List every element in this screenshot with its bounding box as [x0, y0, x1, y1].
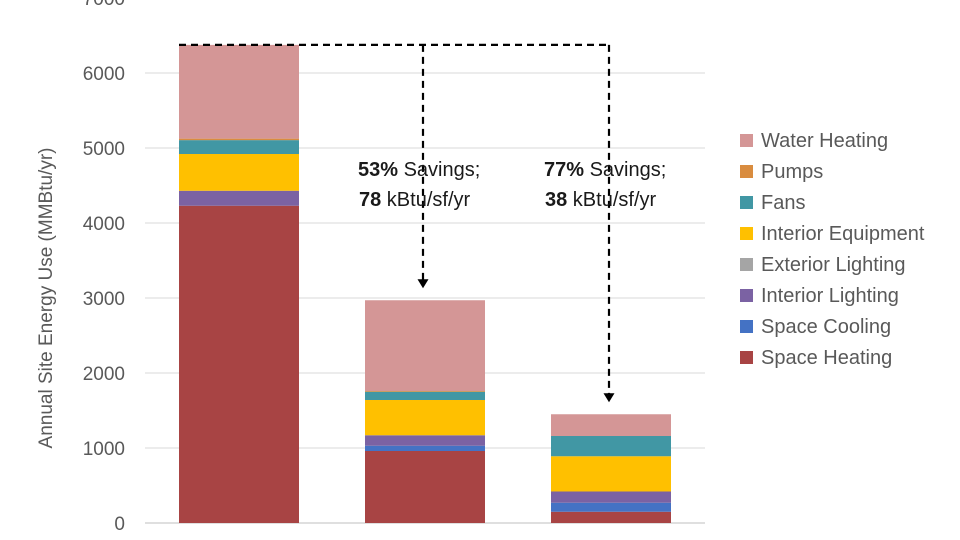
y-tick-label: 2000 [83, 364, 125, 385]
bar-segment-space-heating [179, 205, 299, 523]
legend-item-fans: Fans [740, 192, 805, 214]
legend-swatch [740, 134, 753, 147]
annotation-1-percent: 53% [358, 159, 398, 181]
legend-item-space-cooling: Space Cooling [740, 316, 891, 338]
legend-label: Space Cooling [761, 316, 891, 338]
bar-segment-fans [179, 140, 299, 154]
y-tick-label: 3000 [83, 289, 125, 310]
legend-swatch [740, 258, 753, 271]
legend-label: Interior Equipment [761, 223, 925, 245]
bar-segment-interior-lighting [551, 491, 671, 503]
y-axis-ticks: 0 1000 2000 3000 4000 5000 6000 7000 [83, 0, 125, 535]
legend-swatch [740, 227, 753, 240]
y-tick-label: 7000 [83, 0, 125, 10]
bar-segment-interior-equipment [551, 456, 671, 492]
bar-segment-water-heating [365, 300, 485, 391]
bar-segment-interior-equipment [365, 400, 485, 436]
legend-item-pumps: Pumps [740, 161, 823, 183]
legend-swatch [740, 351, 753, 364]
annotation-2-savings-text: Savings; [584, 159, 666, 181]
legend-item-exterior-lighting: Exterior Lighting [740, 254, 906, 276]
annotation-1-line-1: 53% Savings; [358, 159, 480, 181]
legend-label: Fans [761, 192, 805, 214]
bar-segment-pumps [365, 391, 485, 392]
legend-label: Water Heating [761, 130, 888, 152]
legend-item-space-heating: Space Heating [740, 347, 892, 369]
legend-item-interior-lighting: Interior Lighting [740, 285, 899, 307]
legend-item-interior-equipment: Interior Equipment [740, 223, 925, 245]
legend-label: Pumps [761, 161, 823, 183]
annotation-1-savings-text: Savings; [398, 159, 480, 181]
stacked-bars [179, 44, 671, 523]
y-tick-label: 5000 [83, 139, 125, 160]
bar-segment-fans [551, 436, 671, 457]
bar-segment-pumps [179, 138, 299, 141]
y-tick-label: 1000 [83, 439, 125, 460]
bar-segment-interior-equipment [179, 154, 299, 191]
y-tick-label: 6000 [83, 64, 125, 85]
bar-segment-water-heating [551, 414, 671, 436]
bar-segment-space-cooling [551, 502, 671, 512]
legend-item-water-heating: Water Heating [740, 130, 888, 152]
annotation-2-eui-unit: kBtu/sf/yr [567, 189, 656, 211]
bar-segment-fans [365, 391, 485, 400]
bar-segment-space-heating [365, 451, 485, 523]
bar-segment-water-heating [179, 44, 299, 139]
arrow-to-case-3-head [603, 393, 615, 403]
annotation-2-line-1: 77% Savings; [544, 159, 666, 181]
legend-swatch [740, 196, 753, 209]
y-tick-label: 0 [114, 514, 125, 535]
legend-swatch [740, 289, 753, 302]
legend-swatch [740, 165, 753, 178]
annotation-1-eui: 78 [359, 189, 381, 211]
annotation-2-percent: 77% [544, 159, 584, 181]
legend-label: Space Heating [761, 347, 892, 369]
legend-swatch [740, 320, 753, 333]
arrow-to-case-2-head [417, 279, 429, 289]
legend-label: Exterior Lighting [761, 254, 906, 276]
bar-group [551, 414, 671, 523]
annotation-1-line-2: 78 kBtu/sf/yr [359, 189, 470, 211]
bar-segment-space-heating [551, 511, 671, 523]
bar-segment-space-cooling [365, 445, 485, 451]
bar-group [179, 44, 299, 523]
bar-segment-interior-lighting [179, 190, 299, 206]
annotation-2-line-2: 38 kBtu/sf/yr [545, 189, 656, 211]
annotation-2-eui: 38 [545, 189, 567, 211]
annotation-1-eui-unit: kBtu/sf/yr [381, 189, 470, 211]
bar-segment-interior-lighting [365, 435, 485, 446]
y-tick-label: 4000 [83, 214, 125, 235]
legend-label: Interior Lighting [761, 285, 899, 307]
y-axis-label: Annual Site Energy Use (MMBtu/yr) [36, 148, 57, 449]
legend: Water Heating Pumps Fans Interior Equipment… [740, 130, 925, 369]
bar-group [365, 300, 485, 523]
savings-arrows [179, 43, 615, 403]
